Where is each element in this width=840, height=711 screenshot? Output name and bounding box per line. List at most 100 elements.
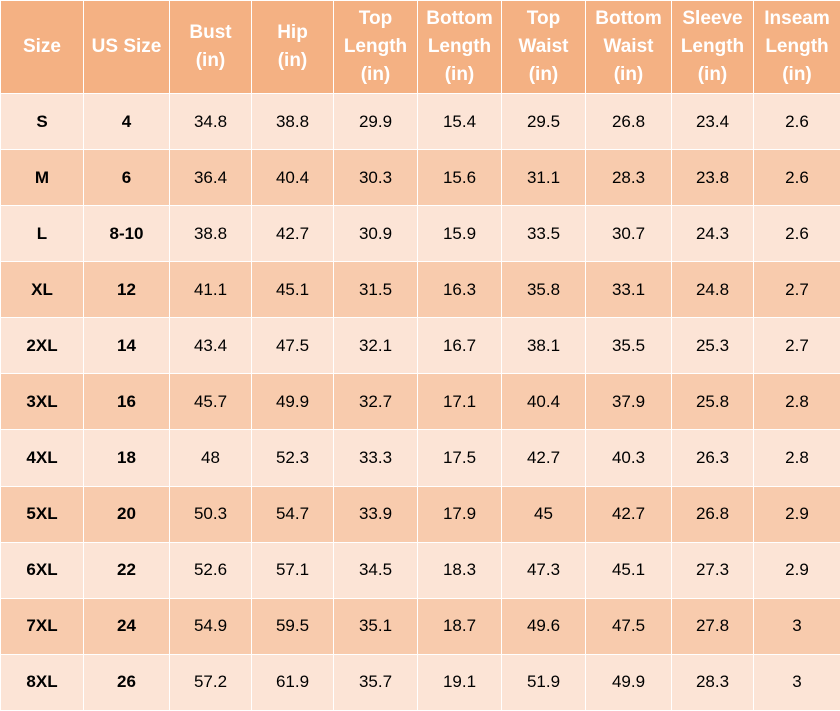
size-cell: 5XL [0,485,84,543]
measurement-cell: 17.1 [417,373,502,431]
column-header: US Size [83,0,170,94]
measurement-cell: 23.8 [671,149,754,207]
table-row: 2XL 14 43.4 47.5 32.1 16.7 38.1 35.5 25.3 2.7 [0,317,840,375]
measurement-cell: 3 [753,653,840,711]
measurement-cell: 26.8 [585,92,672,151]
us-size-cell: 26 [83,653,170,711]
us-size-cell: 8-10 [83,205,170,263]
measurement-cell: 35.5 [585,317,672,375]
measurement-cell: 41.1 [169,261,252,319]
table-row: L 8-10 38.8 42.7 30.9 15.9 33.5 30.7 24.3 2.6 [0,205,840,263]
measurement-cell: 57.1 [251,541,334,599]
us-size-cell: 16 [83,373,170,431]
table-row: 8XL 26 57.2 61.9 35.7 19.1 51.9 49.9 28.3 3 [0,653,840,711]
measurement-cell: 26.8 [671,485,754,543]
column-header-label: Top Length [343,8,408,57]
column-header: Bust (in) [169,0,252,94]
measurement-cell: 54.7 [251,485,334,543]
measurement-cell: 30.3 [333,149,418,207]
measurement-cell: 45.1 [585,541,672,599]
measurement-cell: 42.7 [501,429,586,487]
measurement-cell: 34.8 [169,92,252,151]
measurement-cell: 2.6 [753,205,840,263]
measurement-cell: 38.8 [169,205,252,263]
measurement-cell: 15.6 [417,149,502,207]
column-header-unit: (in) [613,64,644,85]
column-header-unit: (in) [528,64,559,85]
measurement-cell: 33.9 [333,485,418,543]
table-row: 5XL 20 50.3 54.7 33.9 17.9 45 42.7 26.8 2.9 [0,485,840,543]
measurement-cell: 27.3 [671,541,754,599]
size-cell: S [0,92,84,151]
column-header-unit: (in) [360,64,391,85]
measurement-cell: 32.1 [333,317,418,375]
measurement-cell: 17.5 [417,429,502,487]
measurement-cell: 30.7 [585,205,672,263]
measurement-cell: 42.7 [585,485,672,543]
column-header: Bottom Length (in) [417,0,502,94]
table-row: 6XL 22 52.6 57.1 34.5 18.3 47.3 45.1 27.3 2.9 [0,541,840,599]
size-cell: 4XL [0,429,84,487]
column-header: Bottom Waist (in) [585,0,672,94]
measurement-cell: 2.6 [753,92,840,151]
measurement-cell: 47.5 [585,597,672,655]
measurement-cell: 31.1 [501,149,586,207]
measurement-cell: 52.6 [169,541,252,599]
table-header: Size US Size Bust (in) Hip (in) Top Length (in)… [0,0,840,94]
measurement-cell: 38.8 [251,92,334,151]
measurement-cell: 40.4 [501,373,586,431]
measurement-cell: 26.3 [671,429,754,487]
measurement-cell: 29.5 [501,92,586,151]
column-header-label: US Size [91,36,162,57]
measurement-cell: 2.9 [753,541,840,599]
measurement-cell: 18.7 [417,597,502,655]
measurement-cell: 48 [169,429,252,487]
measurement-cell: 18.3 [417,541,502,599]
column-header: Sleeve Length (in) [671,0,754,94]
measurement-cell: 49.9 [251,373,334,431]
column-header-label: Hip [277,22,308,43]
measurement-cell: 38.1 [501,317,586,375]
measurement-cell: 45.1 [251,261,334,319]
measurement-cell: 16.7 [417,317,502,375]
measurement-cell: 25.3 [671,317,754,375]
us-size-cell: 6 [83,149,170,207]
table-body: S 4 34.8 38.8 29.9 15.4 29.5 26.8 23.4 2.6 M 6 36.4 4… [0,92,840,711]
column-header-label: Bottom Waist [595,8,662,57]
measurement-cell: 33.3 [333,429,418,487]
table-row: 7XL 24 54.9 59.5 35.1 18.7 49.6 47.5 27.8 3 [0,597,840,655]
us-size-cell: 20 [83,485,170,543]
us-size-cell: 22 [83,541,170,599]
measurement-cell: 25.8 [671,373,754,431]
measurement-cell: 49.9 [585,653,672,711]
column-header: Inseam Length (in) [753,0,840,94]
column-header: Top Waist (in) [501,0,586,94]
measurement-cell: 31.5 [333,261,418,319]
measurement-cell: 45 [501,485,586,543]
measurement-cell: 2.7 [753,317,840,375]
measurement-cell: 42.7 [251,205,334,263]
measurement-cell: 47.3 [501,541,586,599]
measurement-cell: 2.6 [753,149,840,207]
column-header-label: Top Waist [518,8,569,57]
measurement-cell: 35.7 [333,653,418,711]
table-row: S 4 34.8 38.8 29.9 15.4 29.5 26.8 23.4 2.6 [0,92,840,151]
measurement-cell: 2.9 [753,485,840,543]
us-size-cell: 12 [83,261,170,319]
table-row: M 6 36.4 40.4 30.3 15.6 31.1 28.3 23.8 2.6 [0,149,840,207]
measurement-cell: 40.4 [251,149,334,207]
measurement-cell: 57.2 [169,653,252,711]
measurement-cell: 50.3 [169,485,252,543]
measurement-cell: 17.9 [417,485,502,543]
size-cell: 6XL [0,541,84,599]
measurement-cell: 3 [753,597,840,655]
measurement-cell: 2.7 [753,261,840,319]
table-row: XL 12 41.1 45.1 31.5 16.3 35.8 33.1 24.8 2.7 [0,261,840,319]
size-cell: 2XL [0,317,84,375]
header-row: Size US Size Bust (in) Hip (in) Top Length (in)… [0,0,840,94]
measurement-cell: 24.3 [671,205,754,263]
measurement-cell: 35.1 [333,597,418,655]
measurement-cell: 37.9 [585,373,672,431]
us-size-cell: 4 [83,92,170,151]
